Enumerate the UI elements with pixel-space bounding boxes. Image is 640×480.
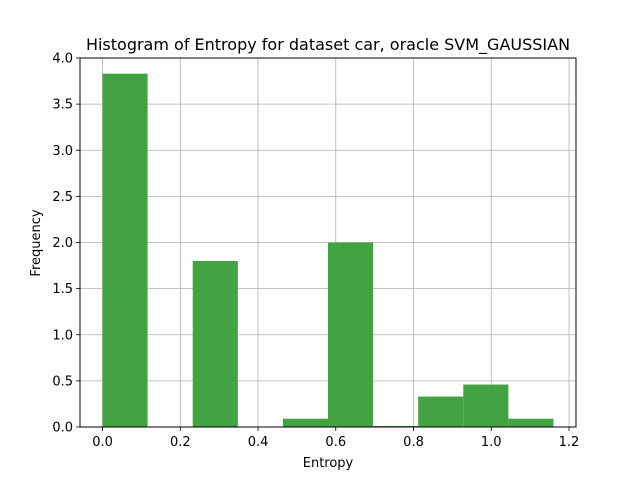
y-tick-label: 2.0 <box>52 236 73 251</box>
x-tick-label: 1.2 <box>559 435 580 450</box>
histogram-bar <box>508 418 554 427</box>
histogram-bar <box>192 260 238 427</box>
y-tick-label: 2.5 <box>52 190 73 205</box>
x-tick-label: 0.6 <box>325 435 346 450</box>
y-tick-label: 0.0 <box>52 421 73 436</box>
x-tick-label: 1.0 <box>481 435 502 450</box>
y-tick-label: 1.5 <box>52 282 73 297</box>
histogram-bar <box>463 384 509 427</box>
grid <box>80 57 576 428</box>
histogram-bar <box>282 418 328 427</box>
histogram-bar <box>102 73 148 428</box>
bars <box>102 73 554 428</box>
x-axis-label: Entropy <box>303 456 354 471</box>
y-tick-label: 0.5 <box>52 374 73 389</box>
y-tick-label: 3.0 <box>52 144 73 159</box>
y-tick-label: 1.0 <box>52 328 73 343</box>
y-axis-label: Frequency <box>29 209 44 276</box>
ticks: 0.0 0.2 0.4 0.6 0.8 1.0 1.2 0.0 0.5 1.0 1.5 2.0 2.5 3… <box>52 52 579 451</box>
x-tick-label: 0.2 <box>170 435 191 450</box>
y-tick-label: 3.5 <box>52 98 73 113</box>
histogram-bar <box>328 242 374 427</box>
x-tick-label: 0.0 <box>92 435 113 450</box>
chart-title: Histogram of Entropy for dataset car, or… <box>86 35 570 55</box>
x-tick-label: 0.4 <box>248 435 269 450</box>
histogram-bar <box>418 396 464 427</box>
x-tick-label: 0.8 <box>403 435 424 450</box>
y-tick-label: 4.0 <box>52 52 73 67</box>
